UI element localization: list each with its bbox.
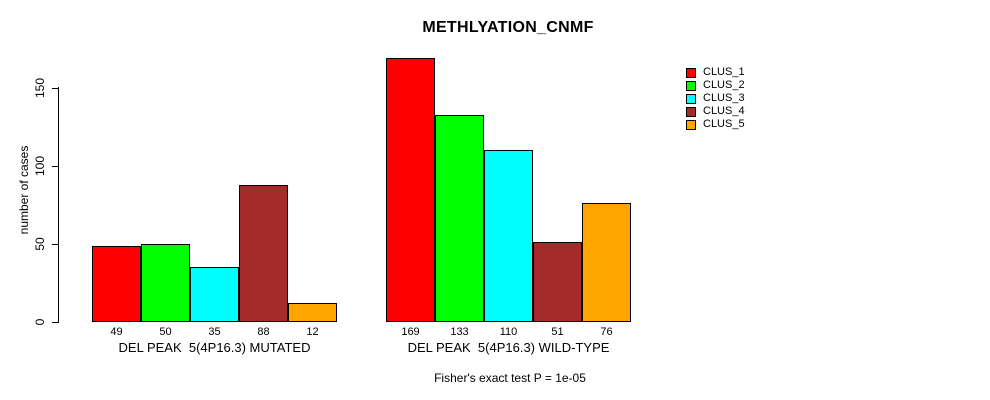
y-axis-title: number of cases [17, 145, 31, 235]
bar-clus_4 [533, 242, 582, 322]
y-tick-label: 50 [33, 237, 47, 251]
legend-label: CLUS_4 [703, 105, 745, 117]
legend-swatch [686, 106, 696, 117]
bar-clus_1 [386, 58, 435, 322]
chart-title: METHLYATION_CNMF [422, 19, 594, 36]
bar-clus_3 [484, 150, 533, 322]
legend-label: CLUS_5 [703, 118, 745, 130]
group-label: DEL PEAK 5(4P16.3) MUTATED [118, 340, 311, 355]
bar-value-label: 12 [306, 326, 319, 338]
legend-item: CLUS_5 [686, 118, 745, 131]
group-label: DEL PEAK 5(4P16.3) WILD-TYPE [407, 340, 610, 355]
legend-item: CLUS_2 [686, 79, 745, 92]
legend-label: CLUS_1 [703, 66, 745, 78]
y-tick [52, 166, 58, 167]
y-tick [52, 88, 58, 89]
bar-clus_3 [190, 267, 239, 322]
legend-item: CLUS_1 [686, 66, 745, 79]
legend-label: CLUS_2 [703, 79, 745, 91]
bar-clus_2 [435, 115, 484, 322]
bar-value-label: 51 [551, 326, 564, 338]
bar-value-label: 88 [257, 326, 270, 338]
bar-value-label: 76 [600, 326, 613, 338]
y-tick-label: 150 [33, 77, 47, 99]
legend-swatch [686, 67, 696, 78]
bar-value-label: 133 [450, 326, 469, 338]
bar-clus_2 [141, 244, 190, 322]
bar-value-label: 35 [208, 326, 221, 338]
bar-clus_5 [582, 203, 631, 322]
legend-swatch [686, 80, 696, 91]
y-axis-line [58, 87, 59, 323]
bar-value-label: 50 [159, 326, 172, 338]
y-tick-label: 0 [33, 318, 47, 326]
bar-clus_5 [288, 303, 337, 322]
y-tick [52, 322, 58, 323]
legend-swatch [686, 119, 696, 130]
y-tick-label: 100 [33, 155, 47, 177]
y-tick [52, 244, 58, 245]
legend-item: CLUS_3 [686, 92, 745, 105]
bar-value-label: 169 [401, 326, 420, 338]
legend-swatch [686, 93, 696, 104]
bar-clus_1 [92, 246, 141, 322]
legend-item: CLUS_4 [686, 105, 745, 118]
legend-label: CLUS_3 [703, 92, 745, 104]
bar-value-label: 49 [110, 326, 123, 338]
bar-clus_4 [239, 185, 288, 322]
p-value-annotation: Fisher's exact test P = 1e-05 [434, 371, 586, 385]
bar-value-label: 110 [499, 326, 518, 338]
